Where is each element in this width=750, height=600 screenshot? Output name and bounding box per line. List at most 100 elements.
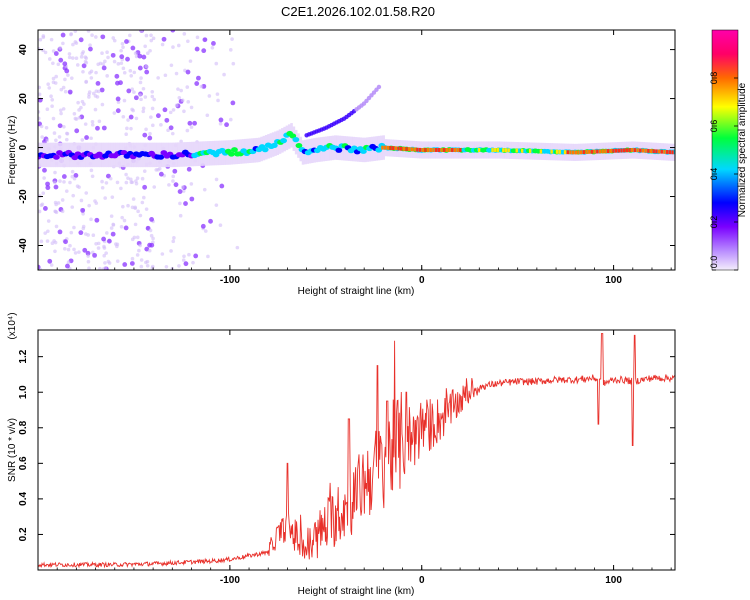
noise-point — [132, 70, 137, 75]
band-peak — [442, 148, 446, 152]
band-peak — [381, 145, 384, 150]
noise-point — [208, 218, 213, 224]
noise-point — [63, 89, 68, 94]
colorbar-tick-label: 0.2 — [709, 216, 719, 229]
colorbar-tick-label: 0.4 — [709, 168, 719, 181]
noise-point — [182, 254, 186, 259]
noise-point — [235, 245, 240, 250]
band-point — [335, 147, 343, 153]
noise-point — [61, 41, 65, 46]
noise-point — [74, 56, 79, 60]
noise-point — [62, 61, 68, 67]
noise-point — [118, 80, 123, 86]
noise-point — [130, 180, 135, 185]
snr-x-tick-label: 100 — [605, 575, 622, 586]
noise-point — [178, 201, 182, 206]
noise-point — [144, 246, 150, 252]
noise-point — [180, 98, 185, 103]
noise-point — [129, 74, 134, 78]
noise-point — [89, 136, 93, 141]
noise-point — [170, 131, 175, 136]
noise-point — [116, 62, 121, 66]
band-peak — [644, 148, 647, 153]
noise-point — [64, 68, 70, 74]
noise-point — [86, 259, 91, 264]
noise-point — [74, 128, 80, 134]
noise-point — [94, 201, 99, 205]
noise-point — [106, 238, 112, 244]
noise-point — [126, 203, 130, 208]
noise-point — [228, 48, 233, 52]
spectrogram-marks — [38, 30, 675, 270]
noise-point — [63, 246, 67, 251]
band-peak — [663, 149, 666, 154]
noise-point — [91, 233, 96, 238]
band-peak — [574, 150, 578, 155]
noise-point — [137, 53, 143, 59]
noise-point — [115, 180, 120, 185]
noise-point — [178, 213, 183, 218]
band-peak — [606, 149, 610, 154]
noise-point — [69, 32, 74, 36]
noise-point — [163, 73, 168, 78]
noise-point — [50, 104, 54, 109]
noise-point — [73, 30, 78, 33]
noise-point — [133, 222, 138, 227]
noise-point — [106, 55, 110, 60]
band-peak — [660, 149, 663, 154]
noise-point — [115, 244, 119, 249]
noise-point — [110, 195, 115, 199]
noise-point — [128, 33, 132, 38]
noise-point — [88, 43, 92, 48]
band-peak — [491, 148, 494, 152]
noise-point — [144, 64, 149, 69]
spectrogram-x-tick-label: 100 — [605, 275, 622, 286]
band-point — [292, 137, 300, 143]
noise-point — [218, 117, 224, 123]
noise-point — [79, 198, 84, 203]
noise-point — [121, 66, 126, 71]
noise-point — [141, 106, 146, 111]
snr-y-tick-label: 1.2 — [18, 349, 29, 363]
snr-y-tick-label: 1.0 — [18, 385, 29, 399]
snr-y-tick-label: 0.2 — [18, 527, 29, 541]
noise-point — [230, 37, 234, 41]
noise-point — [71, 42, 75, 47]
band-peak — [593, 149, 596, 154]
noise-point — [84, 79, 89, 84]
noise-point — [142, 169, 147, 173]
band-peak — [429, 148, 432, 152]
spectrogram-y-label: Frequency (Hz) — [7, 116, 18, 185]
noise-point — [105, 231, 109, 235]
noise-point — [180, 185, 185, 189]
noise-point — [93, 94, 98, 98]
noise-point — [52, 131, 57, 135]
noise-point — [61, 174, 67, 179]
noise-point — [100, 34, 106, 40]
noise-point — [139, 76, 143, 80]
noise-point — [90, 123, 95, 127]
band-peak — [416, 147, 419, 152]
noise-point — [100, 185, 105, 190]
band-point — [53, 154, 60, 160]
noise-point — [174, 103, 179, 108]
noise-point — [80, 51, 85, 56]
noise-point — [99, 87, 105, 93]
noise-point — [183, 201, 188, 206]
noise-point — [38, 110, 41, 114]
band-peak — [453, 148, 457, 152]
band-peak — [617, 148, 620, 153]
noise-point — [176, 87, 180, 91]
band-peak — [655, 149, 658, 154]
noise-point — [135, 235, 140, 240]
band-point — [157, 154, 165, 160]
noise-point — [134, 54, 139, 59]
noise-point — [45, 239, 50, 243]
spectrogram-x-tick-label: -100 — [220, 275, 240, 286]
noise-point — [101, 236, 107, 242]
snr-y-tick-label: 0.8 — [18, 420, 29, 434]
noise-point — [61, 85, 66, 90]
band-peak — [504, 148, 508, 153]
noise-point — [230, 100, 236, 106]
chart-title: C2E1.2026.102.01.58.R20 — [281, 4, 435, 19]
